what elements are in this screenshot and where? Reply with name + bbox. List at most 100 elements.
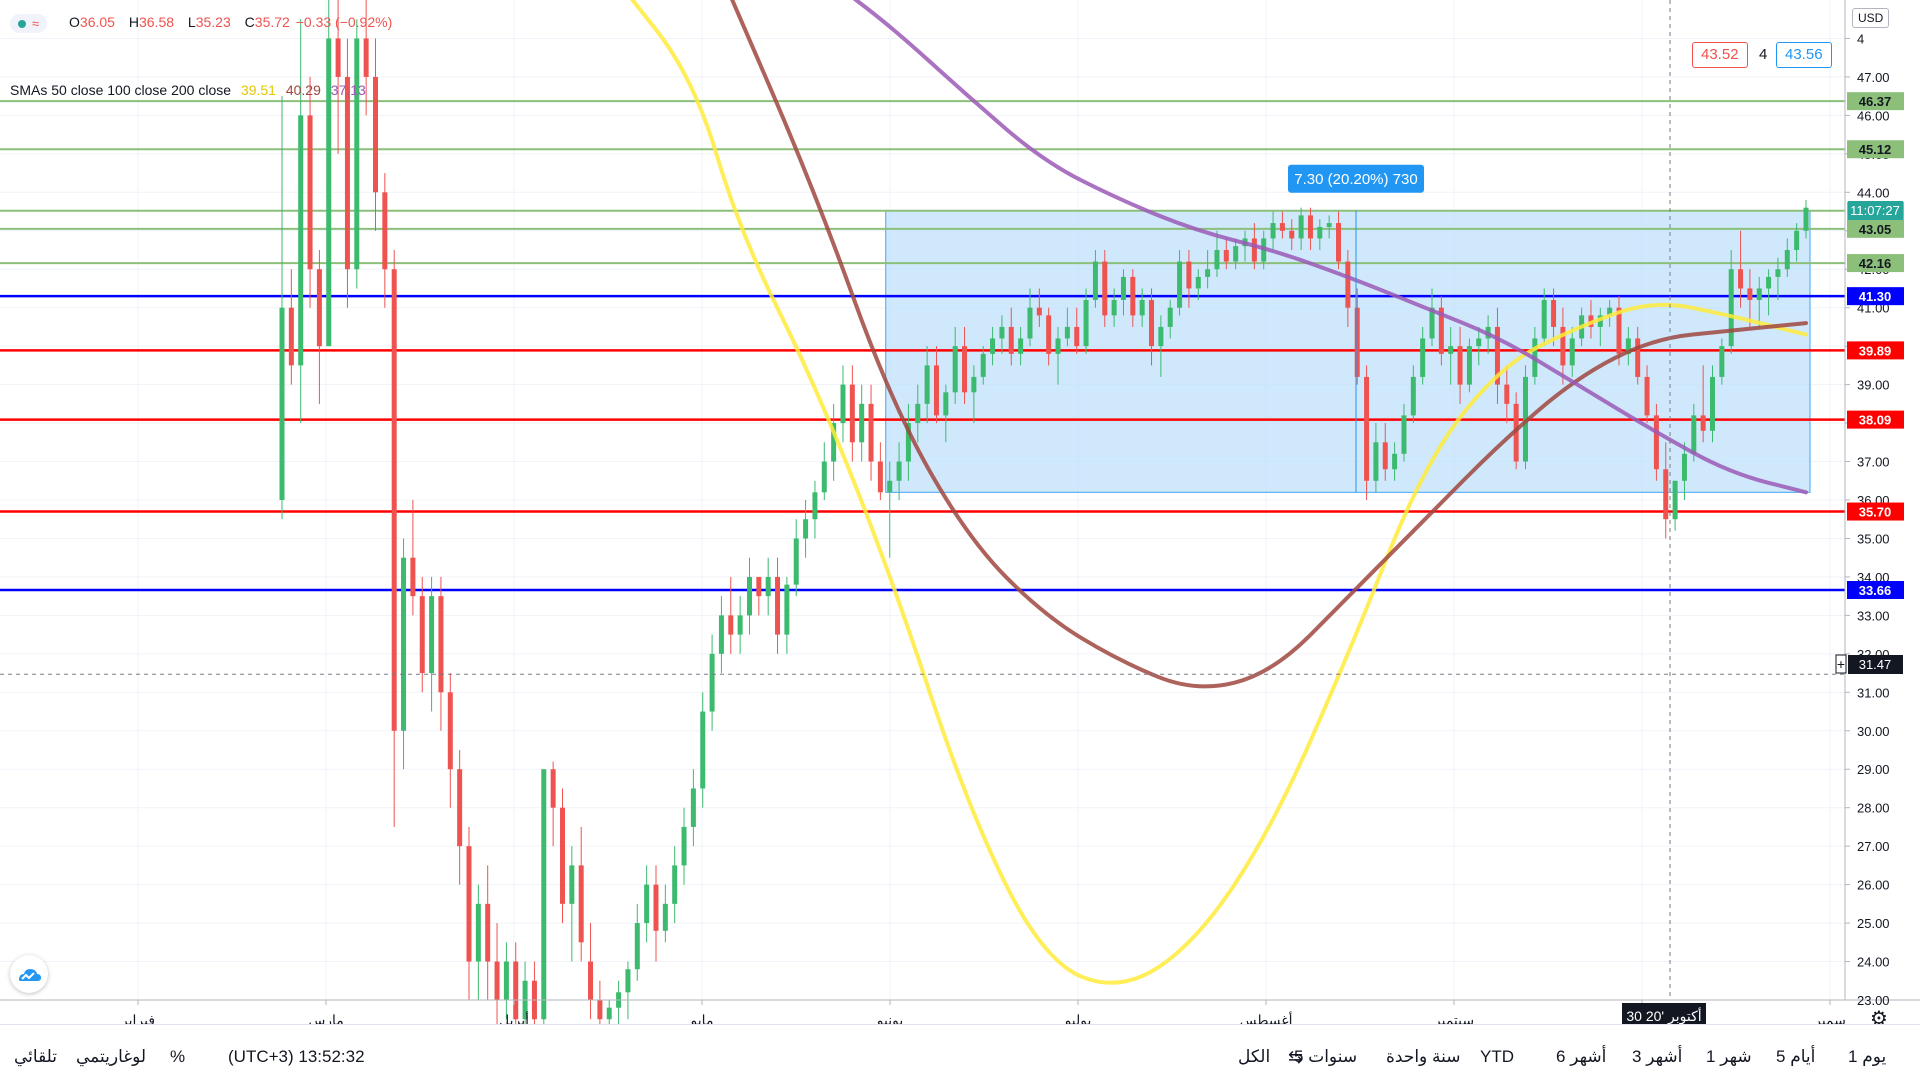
candle-up — [915, 403, 921, 424]
candle-down — [1130, 276, 1136, 316]
candle-down — [391, 269, 397, 731]
tf-5y[interactable]: سنوات 5 — [1294, 1047, 1358, 1066]
tf-all[interactable]: الكل — [1238, 1047, 1271, 1066]
tf-ytd[interactable]: YTD — [1480, 1047, 1514, 1066]
candle-down — [1663, 469, 1669, 520]
candle-up — [1756, 288, 1762, 300]
candle-up — [662, 903, 668, 931]
candle-down — [849, 384, 855, 443]
candle-up — [1401, 415, 1407, 454]
candle-down — [307, 115, 313, 270]
candle-up — [1794, 230, 1800, 250]
y-tick-label: 44.00 — [1857, 185, 1890, 200]
legend-controls[interactable]: ≈ — [10, 14, 48, 33]
candle-up — [765, 576, 771, 597]
level-label: 39.89 — [1859, 343, 1892, 358]
candle-up — [475, 903, 481, 962]
level-label: 41.30 — [1859, 289, 1892, 304]
y-tick-label: 23.00 — [1857, 993, 1890, 1008]
tf-3m[interactable]: أشهر 3 — [1632, 1047, 1683, 1066]
crosshair-price-label: + 31.47 — [1835, 654, 1903, 674]
currency-label[interactable]: USD — [1852, 8, 1890, 28]
candle-up — [1055, 338, 1061, 354]
candle-up — [1476, 338, 1482, 347]
candle-up — [1784, 250, 1790, 270]
tf-1d[interactable]: يوم 1 — [1848, 1047, 1887, 1066]
candle-down — [1438, 307, 1444, 354]
candle-down — [419, 596, 425, 674]
candle-up — [980, 353, 986, 377]
candle-up — [952, 346, 958, 393]
candle-up — [1373, 442, 1379, 481]
tradingview-logo[interactable] — [10, 955, 48, 993]
candle-down — [728, 615, 734, 635]
percent-toggle[interactable]: % — [170, 1047, 186, 1066]
candle-up — [1018, 338, 1024, 354]
horizontal-levels[interactable] — [0, 100, 1845, 592]
candle-up — [887, 480, 893, 493]
sma-legend[interactable]: SMAs 50 close 100 close 200 close 39.51 … — [10, 82, 366, 98]
candle-down — [868, 403, 874, 462]
wave-icon[interactable]: ≈ — [32, 16, 40, 31]
candle-down — [457, 769, 463, 847]
sma-title: SMAs 50 close 100 close 200 close — [10, 82, 232, 98]
countdown-label: 11:07:27 — [1848, 201, 1903, 220]
candle-down — [559, 807, 565, 904]
level-label-bg — [1847, 287, 1904, 306]
candle-up — [690, 788, 696, 827]
candle-up — [803, 519, 809, 539]
y-tick-label: 31.00 — [1857, 685, 1890, 700]
bid-price-box[interactable]: 43.52 — [1692, 42, 1748, 68]
sma-line — [629, 0, 1808, 985]
measure-label: 7.30 (20.20%) 730 — [1294, 171, 1417, 188]
level-label: 46.37 — [1859, 94, 1892, 109]
level-label: 45.12 — [1859, 142, 1892, 157]
candle-down — [466, 846, 472, 962]
candle-up — [1429, 307, 1435, 339]
ask-price-box[interactable]: 43.56 — [1776, 42, 1832, 68]
change-value: −0.33 (−0.92%) — [295, 14, 393, 31]
candle-up — [1092, 261, 1098, 300]
candle-up — [1111, 300, 1117, 316]
auto-toggle[interactable]: تلقائي — [14, 1047, 58, 1066]
candle-down — [316, 269, 322, 347]
status-dot-icon — [18, 19, 26, 28]
candle-down — [1251, 238, 1257, 262]
candle-down — [1738, 269, 1744, 289]
candle-down — [1635, 338, 1641, 377]
ohlc-legend: ≈ O36.05 H36.58 L35.23 C35.72 −0.33 (−0.… — [10, 14, 394, 33]
candle-up — [1027, 307, 1033, 339]
tf-1m[interactable]: شهر 1 — [1706, 1047, 1752, 1066]
candle-down — [653, 884, 659, 931]
y-tick-label: 30.00 — [1857, 724, 1890, 739]
candle-up — [625, 969, 631, 993]
candle-down — [363, 38, 369, 77]
candle-up — [1120, 276, 1126, 300]
candle-up — [298, 115, 304, 366]
timezone-clock[interactable]: (UTC+3) 13:52:32 — [228, 1047, 365, 1066]
candle-up — [1317, 226, 1323, 239]
candle-up — [1410, 376, 1416, 416]
sma50-value: 39.51 — [240, 82, 276, 98]
date-range-icon[interactable]: ⇆ — [1288, 1047, 1304, 1067]
y-tick-label: 47.00 — [1857, 70, 1890, 85]
candle-down — [1560, 326, 1566, 366]
candle-up — [1195, 276, 1201, 289]
spread-value: 4 — [1756, 42, 1771, 68]
sma-line — [852, 0, 1808, 495]
y-tick-label: 35.00 — [1857, 531, 1890, 546]
tf-5d[interactable]: أيام 5 — [1776, 1047, 1816, 1066]
tf-6m[interactable]: أشهر 6 — [1556, 1047, 1607, 1066]
high-value: 36.58 — [138, 14, 175, 31]
candle-down — [372, 76, 378, 193]
candle-down — [1747, 288, 1753, 300]
candle-up — [1139, 300, 1145, 316]
candle-up — [1775, 269, 1781, 277]
measure-tool[interactable]: 7.30 (20.20%) 730 — [1288, 164, 1424, 493]
candle-down — [494, 961, 500, 1000]
sma200-value: 37.13 — [330, 82, 366, 98]
candle-down — [1653, 415, 1659, 470]
tf-1y[interactable]: سنة واحدة — [1386, 1047, 1461, 1066]
log-toggle[interactable]: لوغاريتمي — [76, 1047, 147, 1066]
